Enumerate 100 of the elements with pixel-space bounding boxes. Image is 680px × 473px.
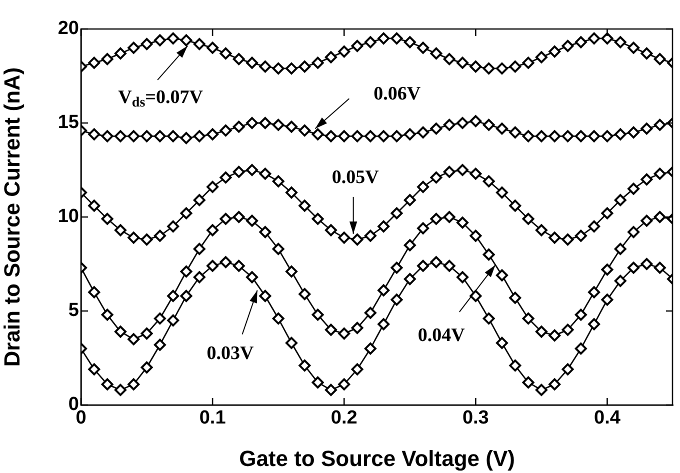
point xyxy=(180,290,192,302)
point xyxy=(246,271,258,284)
point xyxy=(404,239,416,252)
annotation: 0.03V xyxy=(206,343,254,364)
point xyxy=(232,166,245,178)
point xyxy=(285,186,298,199)
point xyxy=(259,117,272,129)
point xyxy=(588,220,600,232)
point xyxy=(364,230,376,242)
point xyxy=(193,130,206,142)
point xyxy=(496,62,508,74)
point xyxy=(601,32,614,44)
point xyxy=(259,60,272,73)
point xyxy=(456,271,469,284)
point xyxy=(509,292,522,304)
point xyxy=(88,363,100,376)
point xyxy=(114,47,126,60)
point xyxy=(312,212,324,225)
point xyxy=(535,130,548,142)
point xyxy=(614,36,626,48)
point xyxy=(154,34,166,46)
point xyxy=(496,122,508,135)
point xyxy=(88,128,100,140)
point xyxy=(364,342,376,355)
point xyxy=(128,42,140,54)
point xyxy=(614,128,626,140)
point xyxy=(456,117,469,129)
point xyxy=(509,360,522,372)
point xyxy=(548,130,561,142)
point xyxy=(378,32,390,44)
point xyxy=(535,326,548,338)
point xyxy=(378,284,390,296)
point xyxy=(180,207,192,220)
point xyxy=(628,182,640,195)
point xyxy=(180,266,192,278)
point xyxy=(443,53,456,66)
point xyxy=(588,286,600,298)
point xyxy=(443,118,456,131)
point xyxy=(628,42,640,54)
point xyxy=(482,248,495,261)
point xyxy=(417,42,430,54)
point xyxy=(614,194,626,206)
point xyxy=(640,214,653,227)
point xyxy=(378,220,390,232)
point xyxy=(430,122,442,135)
point xyxy=(417,126,430,138)
point xyxy=(562,324,574,336)
point xyxy=(154,312,166,325)
point xyxy=(324,130,337,142)
point xyxy=(220,172,232,184)
point xyxy=(298,60,311,73)
point xyxy=(312,56,324,69)
point xyxy=(351,234,364,246)
point xyxy=(535,51,548,64)
y-tick-label: 15 xyxy=(58,112,80,134)
point xyxy=(128,232,140,244)
point xyxy=(430,256,442,268)
point xyxy=(562,363,574,376)
point xyxy=(522,56,534,69)
point xyxy=(285,62,298,74)
point xyxy=(509,60,522,73)
point xyxy=(654,168,666,180)
point xyxy=(390,130,403,142)
point xyxy=(588,130,600,142)
annotation: 0.06V xyxy=(374,84,421,105)
point xyxy=(364,36,376,48)
point xyxy=(470,60,482,73)
point xyxy=(470,230,482,242)
point xyxy=(456,216,469,229)
point xyxy=(496,336,508,349)
point xyxy=(272,312,284,325)
point xyxy=(312,128,324,140)
x-tick-label: 0.2 xyxy=(330,408,358,429)
point xyxy=(232,120,245,133)
point xyxy=(88,286,100,298)
point xyxy=(574,230,587,242)
point xyxy=(101,212,114,225)
point xyxy=(443,260,456,272)
point xyxy=(298,288,311,300)
point xyxy=(101,308,114,321)
point xyxy=(601,264,614,276)
point xyxy=(206,42,219,54)
point xyxy=(496,269,508,282)
x-tick-label: 0.4 xyxy=(594,408,621,429)
point xyxy=(324,224,337,236)
point xyxy=(404,273,416,286)
point xyxy=(167,130,180,142)
y-tick-label: 5 xyxy=(68,300,80,322)
y-tick-label: 20 xyxy=(58,18,79,40)
point xyxy=(246,214,258,227)
point xyxy=(167,32,180,44)
point xyxy=(167,290,180,302)
point xyxy=(588,32,600,44)
point xyxy=(232,53,245,66)
point xyxy=(338,378,350,390)
point xyxy=(509,126,522,138)
point xyxy=(456,56,469,69)
x-axis-title: Gate to Source Voltage (V) xyxy=(239,446,515,471)
point xyxy=(562,234,574,246)
point xyxy=(351,322,364,334)
